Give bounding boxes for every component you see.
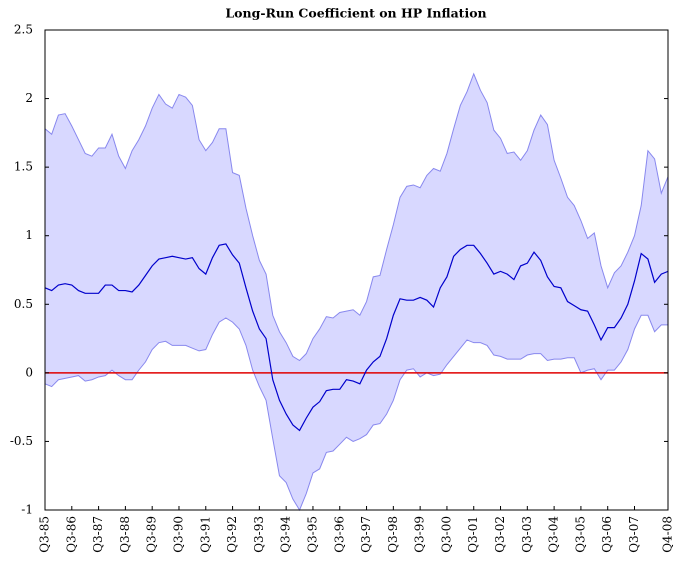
series-line: [44, 243, 669, 432]
y-tick-label: -1: [21, 503, 33, 517]
x-tick-label: Q3-02: [493, 516, 507, 553]
x-tick-label: Q3-01: [466, 516, 480, 553]
x-tick-label: Q3-85: [38, 516, 52, 553]
x-tick-label: Q3-03: [520, 516, 534, 553]
y-tick-label: 1: [25, 228, 33, 242]
y-tick-label: -0.5: [10, 434, 33, 448]
x-tick-label: Q3-95: [305, 516, 319, 553]
x-tick-label: Q3-00: [439, 516, 453, 553]
band-upper: [44, 72, 669, 362]
x-tick-label: Q3-88: [118, 516, 132, 553]
y-tick-label: 2: [25, 91, 33, 105]
x-tick-label: Q3-91: [198, 516, 212, 553]
y-tick-label: 2.5: [14, 23, 33, 37]
plot-frame: [44, 29, 669, 511]
x-tick-label: Q3-99: [413, 516, 427, 553]
x-tick-label: Q3-93: [252, 516, 266, 553]
x-tick-label: Q3-92: [225, 516, 239, 553]
y-tick-label: 0: [25, 365, 33, 379]
x-tick-label: Q3-86: [64, 516, 78, 553]
confidence-band: [45, 73, 668, 510]
x-tick-label: Q3-05: [573, 516, 587, 553]
x-tick-label: Q3-07: [627, 516, 641, 553]
x-tick-label: Q3-04: [547, 516, 561, 553]
x-tick-label: Q3-98: [386, 516, 400, 553]
x-tick-label: Q3-94: [279, 516, 293, 553]
x-tick-label: Q3-90: [171, 516, 185, 553]
chart-title: Long-Run Coefficient on HP Inflation: [225, 6, 486, 21]
y-tick-label: 0.5: [14, 297, 33, 311]
x-tick-label: Q3-97: [359, 516, 373, 553]
x-tick-label: Q3-96: [332, 516, 346, 553]
x-tick-label: Q3-87: [91, 516, 105, 553]
x-tick-label: Q3-06: [600, 516, 614, 553]
x-tick-label: Q4-08: [661, 516, 675, 553]
x-tick-label: Q3-89: [145, 516, 159, 553]
y-tick-label: 1.5: [14, 160, 33, 174]
band-lower: [44, 314, 668, 512]
